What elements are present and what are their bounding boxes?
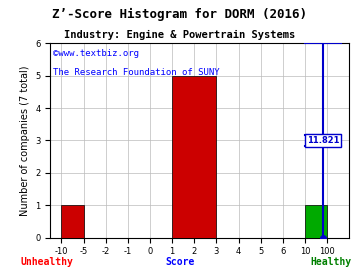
Bar xyxy=(62,205,84,238)
Text: The Research Foundation of SUNY: The Research Foundation of SUNY xyxy=(53,69,220,77)
Bar xyxy=(305,205,327,238)
Y-axis label: Number of companies (7 total): Number of companies (7 total) xyxy=(20,65,30,216)
Text: Score: Score xyxy=(165,257,195,267)
Text: 11.821: 11.821 xyxy=(307,136,339,145)
Text: Unhealthy: Unhealthy xyxy=(21,257,73,267)
Text: Healthy: Healthy xyxy=(311,257,352,267)
Text: Z’-Score Histogram for DORM (2016): Z’-Score Histogram for DORM (2016) xyxy=(53,8,307,21)
Text: ©www.textbiz.org: ©www.textbiz.org xyxy=(53,49,139,58)
Bar xyxy=(172,76,216,238)
Text: Industry: Engine & Powertrain Systems: Industry: Engine & Powertrain Systems xyxy=(64,30,296,40)
